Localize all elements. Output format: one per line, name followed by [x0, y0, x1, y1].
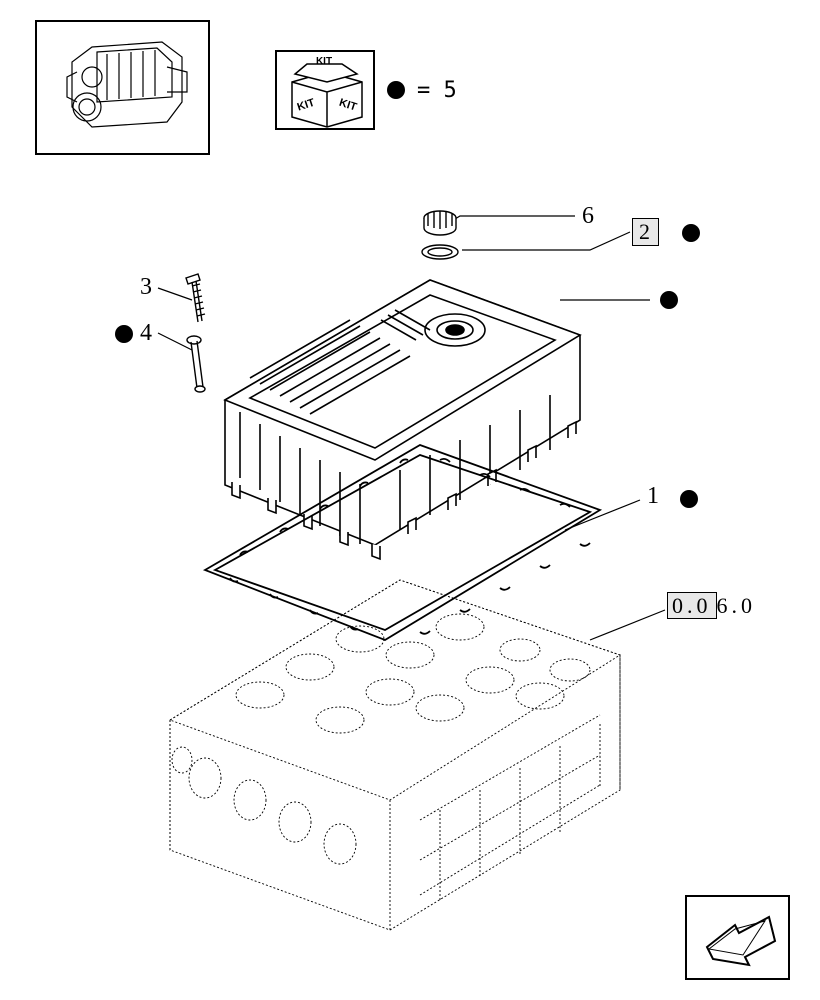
kit-dot-cover [660, 291, 678, 309]
callout-2-boxed: 2 [632, 218, 659, 246]
nav-arrow-frame[interactable] [685, 895, 790, 980]
engine-thumbnail-frame [35, 20, 210, 155]
kit-dot-4 [115, 325, 133, 343]
ref-suffix: 6.0 [717, 593, 757, 618]
kit-box-frame: KIT KIT KIT [275, 50, 375, 130]
kit-equals-label: = 5 [417, 78, 457, 103]
kit-label-top: KIT [316, 56, 332, 67]
nav-arrow-icon [687, 897, 792, 982]
kit-dot-icon [387, 81, 405, 99]
reference-link[interactable]: 0.06.0 [667, 593, 756, 619]
kit-box-icon: KIT KIT KIT [277, 52, 377, 132]
kit-dot-2 [682, 224, 700, 242]
kit-legend-group: KIT KIT KIT = 5 [275, 50, 457, 130]
engine-thumbnail-icon [37, 22, 212, 157]
callout-1: 1 [647, 483, 659, 510]
callout-3: 3 [140, 274, 152, 301]
callout-4: 4 [140, 320, 152, 347]
ref-prefix-boxed: 0.0 [667, 592, 717, 619]
callout-6: 6 [582, 203, 594, 230]
kit-dot-1 [680, 490, 698, 508]
